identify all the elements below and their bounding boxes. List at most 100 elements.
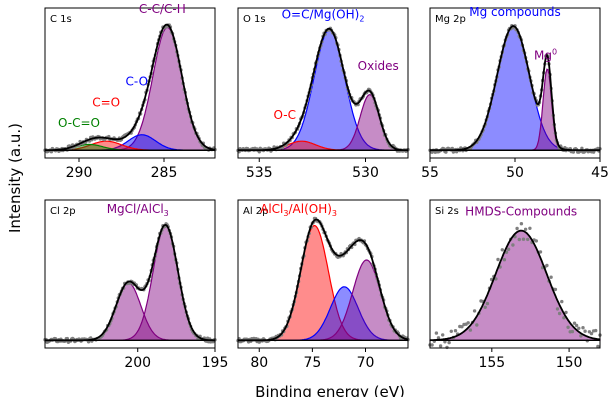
peak-annotation: C-C/C-H bbox=[139, 2, 186, 16]
axes-frame bbox=[44, 7, 216, 159]
x-tick-label: 200 bbox=[124, 355, 151, 371]
data-point bbox=[564, 310, 568, 315]
panel-0: 290 285 C 1s C-C/C-H C-O C=O O-C=O bbox=[43, 2, 217, 181]
peak-annotation: O-C bbox=[274, 108, 297, 122]
data-point bbox=[538, 250, 543, 254]
x-axis-label: Binding energy (eV) bbox=[255, 383, 405, 397]
x-tick-label: 285 bbox=[151, 165, 178, 181]
peak-annotation: MgCl/AlCl3 bbox=[107, 202, 169, 218]
data-point bbox=[445, 345, 449, 350]
data-point bbox=[521, 237, 526, 241]
data-point bbox=[444, 150, 448, 154]
data-point bbox=[502, 258, 507, 262]
data-point bbox=[523, 227, 528, 231]
data-point bbox=[549, 275, 553, 279]
data-point bbox=[475, 323, 479, 327]
panel-1: 535 530 O 1s O=C/Mg(OH)2 Oxides O-C bbox=[236, 7, 410, 181]
x-tick-label: 45 bbox=[591, 165, 609, 181]
data-point bbox=[579, 334, 583, 338]
data-point bbox=[449, 329, 453, 333]
x-tick-label: 80 bbox=[250, 355, 268, 371]
data-point bbox=[447, 340, 451, 345]
data-point bbox=[545, 263, 549, 268]
peak-annotation: AlCl3/Al(OH)3 bbox=[260, 202, 337, 218]
data-point bbox=[441, 333, 445, 337]
data-point bbox=[504, 250, 509, 254]
x-tick-label: 55 bbox=[421, 165, 439, 181]
data-point bbox=[570, 329, 575, 334]
data-point bbox=[594, 328, 598, 333]
envelope-line bbox=[429, 229, 601, 342]
peak-annotation: Oxides bbox=[358, 59, 399, 73]
data-point bbox=[571, 150, 576, 154]
data-point bbox=[555, 307, 560, 311]
x-tick-label: 535 bbox=[246, 165, 273, 181]
x-tick-label: 75 bbox=[303, 355, 321, 371]
y-axis-label: Intensity (a.u.) bbox=[6, 123, 24, 233]
data-point bbox=[515, 226, 519, 231]
x-tick-label: 155 bbox=[478, 355, 505, 371]
axes-frame bbox=[429, 199, 601, 349]
data-point bbox=[589, 331, 594, 336]
data-point bbox=[572, 321, 577, 325]
data-point bbox=[577, 326, 581, 330]
data-point bbox=[500, 248, 504, 252]
data-point bbox=[438, 344, 443, 348]
data-point bbox=[494, 277, 498, 281]
data-point bbox=[557, 311, 562, 316]
panel-title: Mg 2p bbox=[435, 14, 466, 25]
data-point bbox=[580, 146, 584, 150]
data-point bbox=[434, 331, 439, 335]
panel-5: 155 150 Si 2s HMDS-Compounds bbox=[428, 199, 602, 371]
data-point bbox=[534, 239, 538, 243]
x-tick-label: 150 bbox=[556, 355, 583, 371]
panel-title: O 1s bbox=[243, 14, 266, 25]
x-tick-label: 530 bbox=[352, 165, 379, 181]
x-tick-label: 50 bbox=[506, 165, 524, 181]
data-point bbox=[483, 305, 487, 309]
panel-title: C 1s bbox=[50, 14, 72, 25]
data-point bbox=[466, 321, 470, 325]
data-point bbox=[526, 237, 530, 242]
data-point bbox=[496, 257, 500, 262]
data-point bbox=[472, 309, 477, 313]
axes-frame bbox=[237, 199, 409, 349]
peak-annotation: Mg compounds bbox=[469, 5, 560, 19]
data-point bbox=[453, 329, 458, 333]
peak-annotation: C-O bbox=[126, 75, 149, 89]
panel-title: Al 2p bbox=[243, 206, 269, 217]
data-point bbox=[468, 328, 473, 332]
data-point bbox=[562, 316, 566, 320]
peak-annotation: C=O bbox=[92, 95, 120, 109]
data-point bbox=[566, 325, 570, 329]
x-tick-label: 195 bbox=[202, 355, 229, 371]
peak-annotation: Mg0 bbox=[534, 48, 557, 63]
x-tick-label: 290 bbox=[66, 165, 93, 181]
data-point bbox=[528, 226, 532, 230]
peak-annotation: O=C/Mg(OH)2 bbox=[282, 7, 365, 23]
data-point bbox=[519, 222, 524, 226]
axes-frame bbox=[44, 199, 216, 349]
data-point bbox=[553, 287, 558, 292]
peak-annotation: HMDS-Compounds bbox=[465, 204, 577, 218]
data-point bbox=[430, 343, 434, 347]
envelope-line bbox=[45, 23, 216, 152]
data-point bbox=[517, 237, 521, 242]
data-point bbox=[581, 326, 585, 330]
data-point bbox=[506, 247, 511, 251]
data-point bbox=[560, 299, 564, 304]
data-point bbox=[574, 323, 579, 328]
data-point bbox=[436, 336, 441, 340]
panel-title: Cl 2p bbox=[50, 206, 76, 217]
data-point bbox=[511, 243, 515, 247]
data-point bbox=[596, 344, 600, 349]
data-point bbox=[460, 325, 464, 329]
peak-annotation: O-C=O bbox=[58, 116, 100, 130]
panel-title: Si 2s bbox=[435, 206, 459, 217]
data-point bbox=[583, 329, 587, 333]
peak-2-0 bbox=[430, 25, 600, 151]
data-point bbox=[485, 301, 490, 306]
